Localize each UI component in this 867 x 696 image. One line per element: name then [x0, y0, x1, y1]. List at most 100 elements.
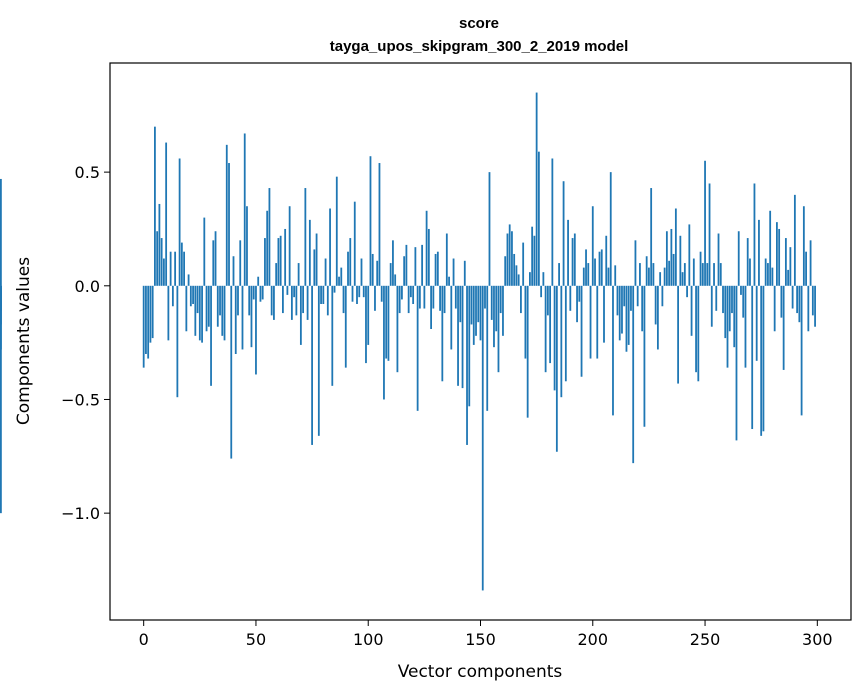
bar	[632, 285, 635, 464]
bar	[506, 233, 509, 286]
bar	[308, 219, 311, 286]
bar	[807, 285, 810, 332]
bar	[392, 240, 394, 286]
bar	[546, 285, 549, 316]
bar	[401, 285, 403, 300]
bar	[250, 285, 253, 348]
bar	[387, 285, 390, 361]
y-tick-label: 0.5	[75, 163, 100, 182]
bar	[623, 285, 626, 307]
bar	[239, 240, 242, 286]
bar	[176, 285, 179, 398]
bar	[216, 285, 219, 327]
x-tick-label: 150	[465, 630, 496, 649]
bar	[297, 263, 300, 286]
bar	[174, 251, 177, 286]
bar	[600, 249, 603, 286]
bar	[758, 219, 760, 286]
bar	[784, 238, 787, 286]
bar	[762, 285, 765, 432]
bar	[704, 160, 706, 286]
bar	[306, 285, 309, 320]
bar	[598, 251, 601, 286]
bar	[145, 285, 147, 354]
bar	[183, 251, 185, 286]
bar	[641, 285, 644, 332]
bar	[679, 235, 682, 286]
bar	[753, 183, 756, 286]
bar	[329, 208, 331, 286]
bar	[764, 258, 767, 286]
bar	[681, 272, 684, 286]
bar	[147, 285, 150, 359]
bar	[674, 208, 677, 286]
bar	[477, 285, 480, 323]
bar	[232, 256, 235, 286]
bar	[672, 253, 675, 286]
bar	[542, 272, 545, 286]
bar	[210, 285, 212, 386]
bar	[463, 260, 466, 286]
bar	[380, 285, 383, 302]
bar	[787, 269, 790, 286]
bar	[767, 263, 769, 286]
bar	[643, 285, 646, 427]
bar	[466, 285, 468, 445]
bar	[212, 240, 215, 286]
bar	[338, 276, 340, 286]
bar	[142, 285, 145, 368]
bar	[198, 285, 201, 341]
bar	[706, 263, 709, 286]
bar	[277, 238, 280, 286]
bar	[726, 285, 729, 368]
bar	[670, 228, 673, 286]
bar	[692, 258, 695, 286]
bar	[353, 201, 356, 286]
bar	[356, 285, 358, 304]
bar	[248, 285, 251, 316]
bar	[160, 238, 163, 286]
bar	[809, 240, 812, 286]
bar	[187, 274, 190, 286]
bar	[650, 188, 653, 286]
bar	[517, 274, 520, 286]
bar	[331, 285, 334, 386]
bar	[457, 285, 459, 386]
bar	[612, 285, 614, 416]
bar	[665, 231, 668, 286]
bar	[771, 267, 774, 286]
bar	[686, 285, 688, 298]
bar	[192, 285, 194, 304]
bar	[659, 272, 662, 286]
bar	[439, 285, 441, 311]
bar	[396, 285, 399, 373]
bar	[266, 210, 269, 286]
y-axis-ticks: −1.0 −0.5 0.0 0.5	[61, 163, 110, 523]
bar	[237, 285, 239, 316]
bar	[690, 285, 693, 336]
bar	[394, 274, 397, 286]
bar	[311, 285, 313, 445]
bar	[526, 285, 529, 418]
bar	[708, 183, 711, 286]
bar	[591, 206, 594, 286]
bar	[293, 285, 296, 298]
bar	[434, 253, 437, 286]
bar	[322, 285, 325, 304]
bar	[639, 263, 641, 286]
bar	[452, 258, 455, 286]
bar	[378, 163, 381, 286]
bar	[228, 163, 230, 286]
bar	[580, 285, 583, 377]
x-tick-label: 300	[802, 630, 833, 649]
bar	[288, 206, 291, 286]
bar	[207, 285, 210, 327]
bar	[731, 285, 733, 314]
bar	[279, 235, 282, 286]
bar	[627, 285, 630, 345]
bar	[564, 285, 567, 382]
bar	[389, 263, 392, 286]
bar	[773, 285, 776, 332]
bar	[652, 263, 655, 286]
bar	[365, 285, 367, 364]
